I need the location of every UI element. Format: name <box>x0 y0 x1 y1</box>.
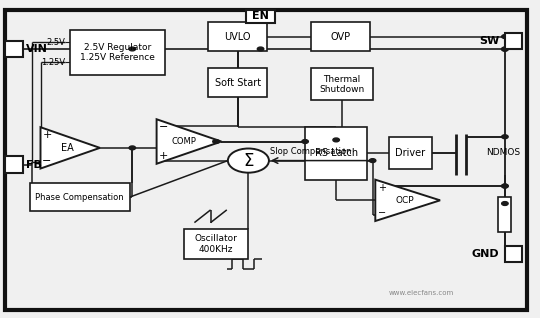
Text: Soft Start: Soft Start <box>214 78 261 88</box>
Circle shape <box>228 149 269 173</box>
Text: Thermal
Shutdown: Thermal Shutdown <box>319 74 364 94</box>
Text: Phase Compensation: Phase Compensation <box>35 193 124 202</box>
Bar <box>30 183 130 211</box>
Text: NDMOS: NDMOS <box>486 148 520 157</box>
Bar <box>246 10 275 23</box>
Text: COMP: COMP <box>171 137 196 146</box>
Text: 1.25V: 1.25V <box>40 58 65 66</box>
Circle shape <box>369 159 376 162</box>
Text: www.elecfans.com: www.elecfans.com <box>389 290 454 295</box>
Bar <box>310 68 373 100</box>
Circle shape <box>333 138 339 142</box>
Text: −: − <box>377 208 386 218</box>
Circle shape <box>502 135 508 139</box>
Text: 2.5V Regulator
1.25V Reference: 2.5V Regulator 1.25V Reference <box>80 43 155 62</box>
Text: 2.5V: 2.5V <box>46 38 65 47</box>
Circle shape <box>302 140 308 143</box>
Text: +: + <box>378 183 386 193</box>
Polygon shape <box>375 180 440 221</box>
Text: GND: GND <box>472 249 500 259</box>
Text: −: − <box>42 156 52 166</box>
Bar <box>505 33 522 49</box>
Circle shape <box>502 47 508 51</box>
Text: Σ: Σ <box>243 152 254 169</box>
Circle shape <box>129 47 136 51</box>
Bar <box>208 68 267 97</box>
Bar <box>498 197 511 232</box>
Bar <box>70 30 165 75</box>
Text: +: + <box>42 130 52 140</box>
Text: UVLO: UVLO <box>224 31 251 42</box>
Circle shape <box>502 47 508 51</box>
Bar <box>305 127 367 180</box>
Polygon shape <box>40 127 100 169</box>
Bar <box>389 137 432 169</box>
Bar <box>5 156 23 173</box>
Bar <box>310 22 370 51</box>
Text: Driver: Driver <box>395 148 426 158</box>
Circle shape <box>502 184 508 188</box>
Circle shape <box>213 140 219 143</box>
Bar <box>184 229 248 259</box>
Polygon shape <box>157 119 221 164</box>
Text: +: + <box>158 151 168 161</box>
Bar <box>505 246 522 262</box>
Bar <box>208 22 267 51</box>
Text: −: − <box>158 122 168 132</box>
Text: FB: FB <box>26 160 42 170</box>
Text: RS Latch: RS Latch <box>315 149 357 158</box>
Text: Oscillator
400KHz: Oscillator 400KHz <box>194 234 238 254</box>
Bar <box>5 41 23 57</box>
Text: EN: EN <box>252 11 269 21</box>
Circle shape <box>502 35 508 38</box>
Text: OVP: OVP <box>330 31 350 42</box>
Text: VIN: VIN <box>26 44 48 54</box>
Circle shape <box>502 184 508 188</box>
Text: OCP: OCP <box>396 196 414 205</box>
Circle shape <box>129 146 136 150</box>
Text: SW: SW <box>480 36 500 46</box>
Text: EA: EA <box>61 143 74 153</box>
Text: Slop Compensation: Slop Compensation <box>270 147 351 156</box>
Circle shape <box>502 202 508 205</box>
Circle shape <box>258 47 264 51</box>
